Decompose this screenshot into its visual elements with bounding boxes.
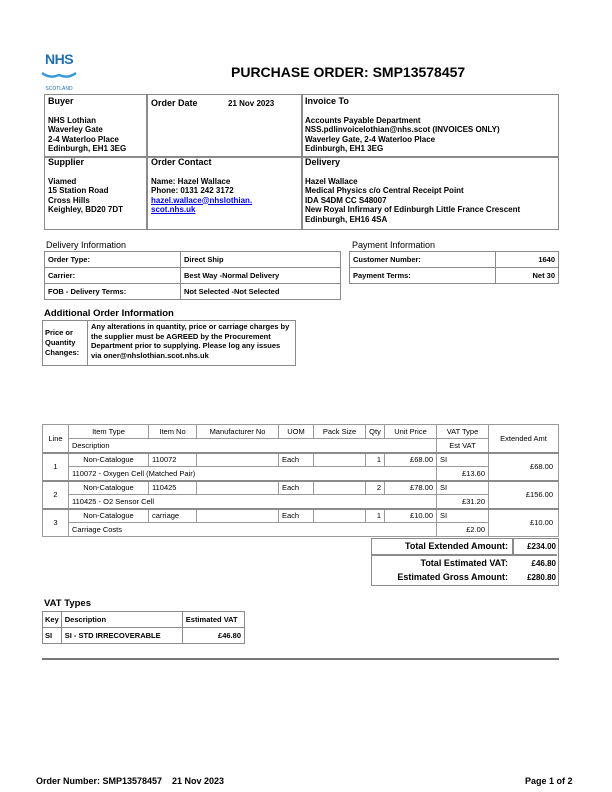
description: 110425 - O2 Sensor Cell <box>68 494 437 509</box>
buyer-section: Buyer NHS Lothian Waverley Gate 2-4 Waterl… <box>48 96 127 153</box>
est-vat: £13.60 <box>436 466 489 481</box>
pack-size <box>313 479 366 495</box>
line-item-row: 3 Non-Catalogue carriage Each 1 £10.00 S… <box>42 507 559 537</box>
invoice-to-section: Invoice To Accounts Payable Department NS… <box>305 96 500 153</box>
uom: Each <box>278 451 314 467</box>
footer-page: Page 1 of 2 <box>525 776 573 786</box>
logo-wave-icon <box>41 71 77 78</box>
extended-amount: £10.00 <box>488 507 559 537</box>
item-no: 110072 <box>148 451 197 467</box>
line-item-desc-row: 110072 - Oxygen Cell (Matched Pair) £13.… <box>43 466 559 481</box>
additional-info-table: Price or Quantity Changes: Any alteratio… <box>42 320 296 366</box>
line-items-table: Line Item Type Item No Manufacturer No U… <box>42 424 559 537</box>
payment-info-table: Customer Number: 1640 Payment Terms: Net 3… <box>349 251 559 284</box>
pack-size <box>313 507 366 523</box>
extended-amount: £156.00 <box>488 479 559 509</box>
est-vat: £2.00 <box>436 522 489 537</box>
vat-type: SI <box>436 479 489 495</box>
payment-info-heading: Payment Information <box>352 240 436 250</box>
line-item-desc-row: Carriage Costs £2.00 <box>43 522 559 537</box>
manufacturer-no <box>196 507 279 523</box>
item-type: Non-Catalogue <box>68 507 149 523</box>
unit-price: £10.00 <box>384 507 437 523</box>
pack-size <box>313 451 366 467</box>
contact-email-link[interactable]: hazel.wallace@nhslothian. scot.nhs.uk <box>151 195 253 215</box>
address-grid: Buyer NHS Lothian Waverley Gate 2-4 Waterl… <box>44 94 559 230</box>
line-number: 2 <box>42 479 69 509</box>
qty: 1 <box>365 451 385 467</box>
line-item-row: 1 Non-Catalogue 110072 Each 1 £68.00 SI … <box>42 451 559 481</box>
totals-box: Total Extended Amount: £234.00 Total Est… <box>371 538 559 586</box>
item-type: Non-Catalogue <box>68 479 149 495</box>
order-date: Order Date <box>151 98 198 108</box>
footer-order-number: Order Number: SMP13578457 <box>36 776 163 786</box>
description: Carriage Costs <box>68 522 437 537</box>
delivery-info-table: Order Type: Direct Ship Carrier: Best Way … <box>44 251 341 300</box>
footer-date: 21 Nov 2023 <box>172 776 225 786</box>
vat-types-table: Key Description Estimated VAT SI SI - STD I… <box>42 611 246 644</box>
est-vat: £31.20 <box>436 494 489 509</box>
supplier-section: Supplier Viamed 15 Station Road Cross Hill… <box>48 157 123 214</box>
gross-amount-label: Estimated Gross Amount: <box>397 572 508 582</box>
order-date-value: 21 Nov 2023 <box>228 99 275 108</box>
item-no: carriage <box>148 507 197 523</box>
total-extended-label: Total Extended Amount: <box>405 541 508 551</box>
extended-amount: £68.00 <box>488 451 559 481</box>
total-vat-label: Total Estimated VAT: <box>420 558 508 568</box>
vat-type: SI <box>436 507 489 523</box>
unit-price: £78.00 <box>384 479 437 495</box>
delivery-section: Delivery Hazel Wallace Medical Physics c/… <box>305 157 521 224</box>
page-title: PURCHASE ORDER: SMP13578457 <box>231 64 466 80</box>
line-item-desc-row: 110425 - O2 Sensor Cell £31.20 <box>43 494 559 509</box>
nhs-logo: NHS SCOTLAND <box>41 52 77 92</box>
line-item-row: 2 Non-Catalogue 110425 Each 2 £78.00 SI … <box>42 479 559 509</box>
vat-type: SI <box>436 451 489 467</box>
gross-amount-value: £280.80 <box>527 573 556 582</box>
item-type: Non-Catalogue <box>68 451 149 467</box>
manufacturer-no <box>196 479 279 495</box>
divider <box>42 658 559 660</box>
order-contact-section: Order Contact Name: Hazel Wallace Phone: … <box>151 157 253 215</box>
qty: 1 <box>365 507 385 523</box>
item-no: 110425 <box>148 479 197 495</box>
description: 110072 - Oxygen Cell (Matched Pair) <box>68 466 437 481</box>
total-extended-value: £234.00 <box>527 542 556 551</box>
uom: Each <box>278 507 314 523</box>
additional-info-heading: Additional Order Information <box>44 308 174 319</box>
manufacturer-no <box>196 451 279 467</box>
unit-price: £68.00 <box>384 451 437 467</box>
line-number: 3 <box>42 507 69 537</box>
qty: 2 <box>365 479 385 495</box>
line-number: 1 <box>42 451 69 481</box>
delivery-info-heading: Delivery Information <box>46 240 127 250</box>
vat-types-heading: VAT Types <box>44 598 91 609</box>
total-vat-value: £46.80 <box>531 559 556 568</box>
uom: Each <box>278 479 314 495</box>
